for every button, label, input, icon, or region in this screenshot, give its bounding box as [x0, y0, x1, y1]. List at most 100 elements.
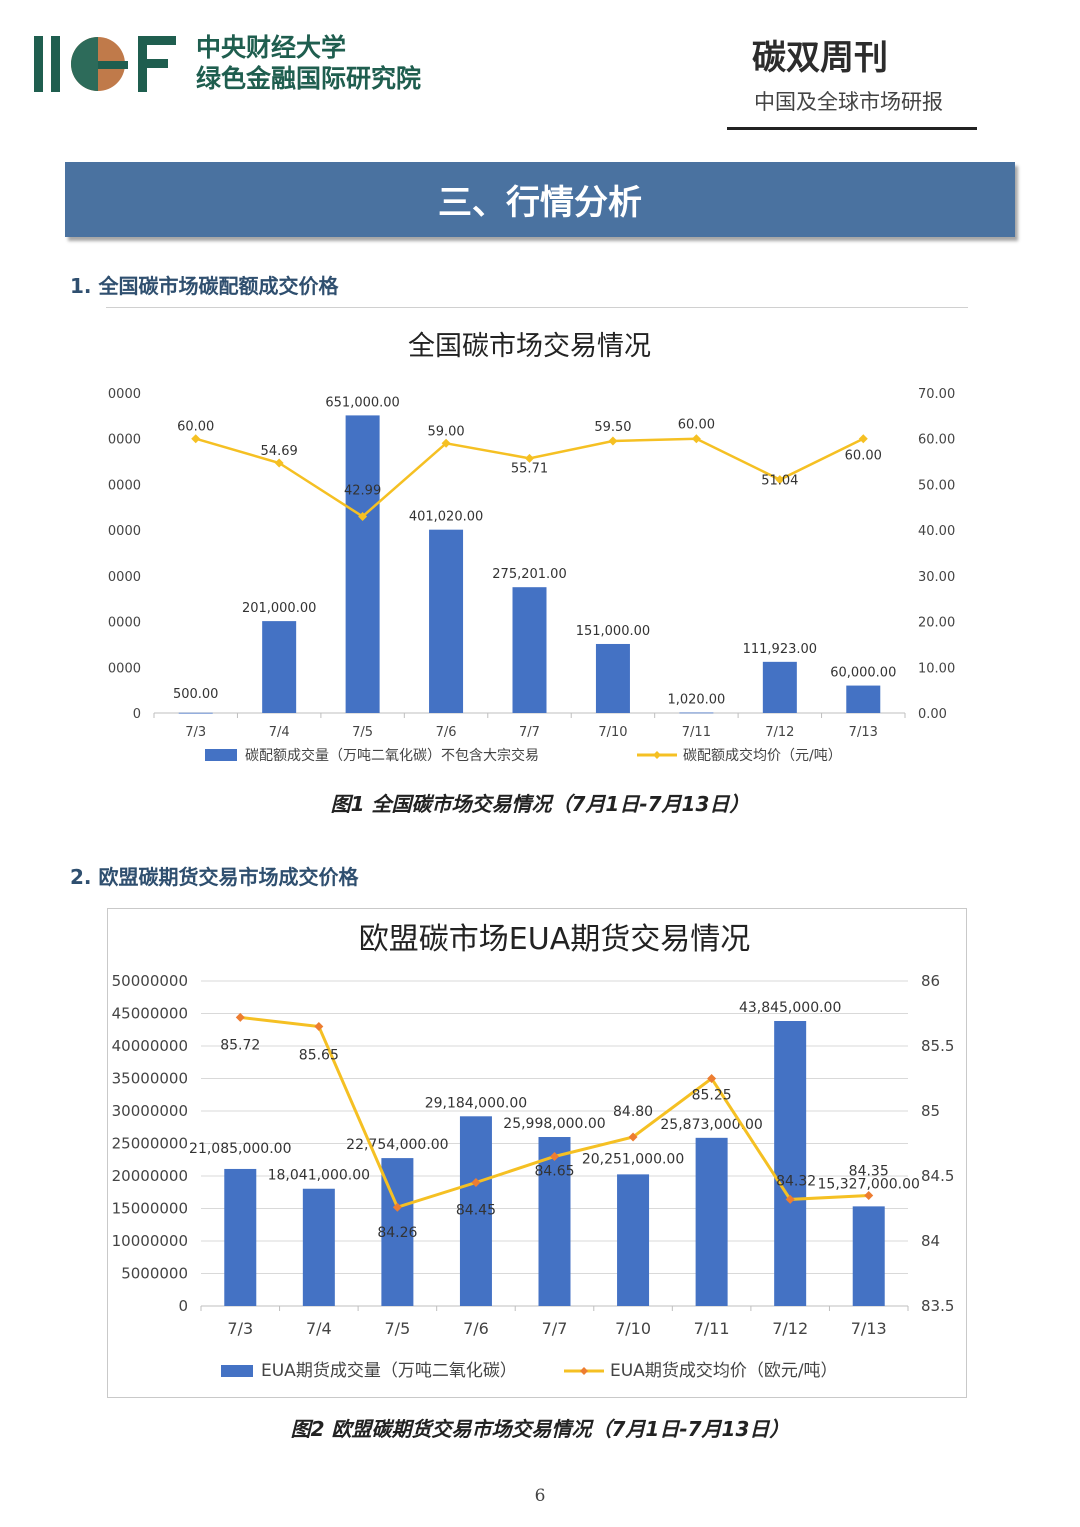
bar-data-label: 29,184,000.00	[425, 1095, 527, 1111]
publication-title: 碳双周刊	[752, 38, 888, 78]
chart-title: 欧盟碳市场EUA期货交易情况	[359, 922, 750, 957]
x-tick-label: 7/3	[185, 725, 206, 740]
legend-line-label: EUA期货成交均价（欧元/吨）	[610, 1361, 838, 1381]
y-right-tick-label: 84.5	[921, 1167, 954, 1185]
chart-title: 全国碳市场交易情况	[408, 331, 651, 362]
x-tick-label: 7/12	[772, 1319, 808, 1338]
y-left-tick-label: 0000	[108, 616, 141, 631]
y-left-tick-label: 0000	[108, 478, 141, 493]
y-right-tick-label: 70.00	[918, 387, 955, 402]
line-marker	[550, 1152, 559, 1161]
x-tick-label: 7/10	[615, 1319, 651, 1338]
bar	[345, 415, 380, 713]
line-data-label: 60.00	[845, 449, 882, 464]
bar-data-label: 201,000.00	[242, 601, 316, 616]
x-tick-label: 7/13	[851, 1319, 887, 1338]
line-data-label: 59.50	[594, 420, 631, 435]
y-left-tick-label: 0000	[108, 570, 141, 585]
legend-line-marker	[653, 751, 661, 759]
x-tick-label: 7/13	[849, 725, 878, 740]
bar	[178, 712, 213, 714]
legend-bar-swatch	[205, 749, 237, 761]
line-marker	[858, 434, 868, 444]
line-data-label: 54.69	[261, 444, 298, 459]
bar	[302, 1188, 335, 1306]
y-right-tick-label: 50.00	[918, 478, 955, 493]
y-left-tick-label: 50000000	[112, 972, 188, 990]
figure-1-caption: 图1 全国碳市场交易情况（7月1日-7月13日）	[330, 792, 750, 816]
bar	[538, 1137, 571, 1306]
y-left-tick-label: 0000	[108, 433, 141, 448]
chart-2-frame	[107, 908, 967, 1398]
legend-line-marker	[580, 1367, 588, 1375]
bar-data-label: 151,000.00	[576, 624, 650, 639]
chart-1: 全国碳市场交易情况000000000000000000000000000000.…	[108, 331, 955, 764]
y-left-tick-label: 0	[133, 707, 141, 722]
y-left-tick-label: 20000000	[112, 1167, 188, 1185]
y-right-tick-label: 60.00	[918, 433, 955, 448]
line-marker	[785, 1194, 795, 1204]
line-marker	[392, 1202, 402, 1212]
y-left-tick-label: 35000000	[112, 1070, 188, 1088]
bar-data-label: 500.00	[173, 687, 219, 702]
bar	[762, 661, 797, 713]
bar	[846, 685, 881, 713]
line-data-label: 42.99	[344, 483, 381, 498]
bar	[695, 1137, 728, 1306]
section-1-heading: 1. 全国碳市场碳配额成交价格	[70, 274, 339, 298]
bar-data-label: 18,041,000.00	[268, 1168, 370, 1184]
line-data-label: 85.72	[220, 1037, 260, 1053]
y-left-tick-label: 25000000	[112, 1135, 188, 1153]
bar	[224, 1168, 257, 1306]
section-1-rule	[106, 307, 968, 308]
y-right-tick-label: 85	[921, 1102, 940, 1120]
bar	[852, 1206, 885, 1306]
bar-data-label: 651,000.00	[325, 395, 399, 410]
x-tick-label: 7/4	[306, 1319, 332, 1338]
line-marker	[471, 1178, 481, 1187]
line-data-label: 84.65	[534, 1164, 574, 1180]
line-marker	[864, 1191, 874, 1200]
bar	[595, 643, 630, 713]
line-marker	[691, 434, 701, 444]
y-left-tick-label: 45000000	[112, 1005, 188, 1023]
section-2-heading: 2. 欧盟碳期货交易市场成交价格	[70, 865, 359, 889]
publication-subtitle: 中国及全球市场研报	[754, 90, 943, 114]
x-tick-label: 7/10	[598, 725, 627, 740]
bar	[262, 621, 297, 713]
line-data-label: 60.00	[177, 420, 214, 435]
x-tick-label: 7/5	[385, 1319, 411, 1338]
y-right-tick-label: 83.5	[921, 1297, 954, 1315]
legend-bar-swatch	[221, 1365, 253, 1377]
line-marker	[441, 438, 451, 448]
x-tick-label: 7/12	[765, 725, 794, 740]
line-data-label: 60.00	[678, 418, 715, 433]
y-left-tick-label: 10000000	[112, 1232, 188, 1250]
x-tick-label: 7/11	[694, 1319, 730, 1338]
y-left-tick-label: 0	[178, 1297, 188, 1315]
y-left-tick-label: 5000000	[121, 1265, 188, 1283]
bar-data-label: 22,754,000.00	[346, 1137, 448, 1153]
line-data-label: 84.35	[849, 1164, 889, 1180]
org-line-1: 中央财经大学	[196, 33, 347, 62]
bar-data-label: 20,251,000.00	[582, 1151, 684, 1167]
line-marker	[191, 434, 201, 444]
line-marker	[608, 436, 618, 446]
line-data-label: 59.00	[427, 424, 464, 439]
line-marker	[628, 1132, 638, 1142]
bar-data-label: 15,327,000.00	[818, 1176, 920, 1192]
bar-data-label: 60,000.00	[830, 666, 896, 681]
line-marker	[707, 1074, 717, 1083]
line-marker	[775, 475, 785, 485]
line-data-label: 85.25	[692, 1088, 732, 1104]
section-banner: 三、行情分析	[65, 162, 1015, 237]
figure-2-caption: 图2 欧盟碳期货交易市场交易情况（7月1日-7月13日）	[290, 1417, 790, 1441]
line-marker	[358, 511, 368, 521]
y-right-tick-label: 84	[921, 1232, 940, 1250]
x-tick-label: 7/6	[463, 1319, 489, 1338]
bar	[459, 1116, 492, 1306]
legend-line-label: 碳配额成交均价（元/吨）	[683, 747, 842, 764]
x-tick-label: 7/6	[436, 725, 457, 740]
line-data-label: 51.04	[761, 474, 798, 489]
y-right-tick-label: 30.00	[918, 570, 955, 585]
